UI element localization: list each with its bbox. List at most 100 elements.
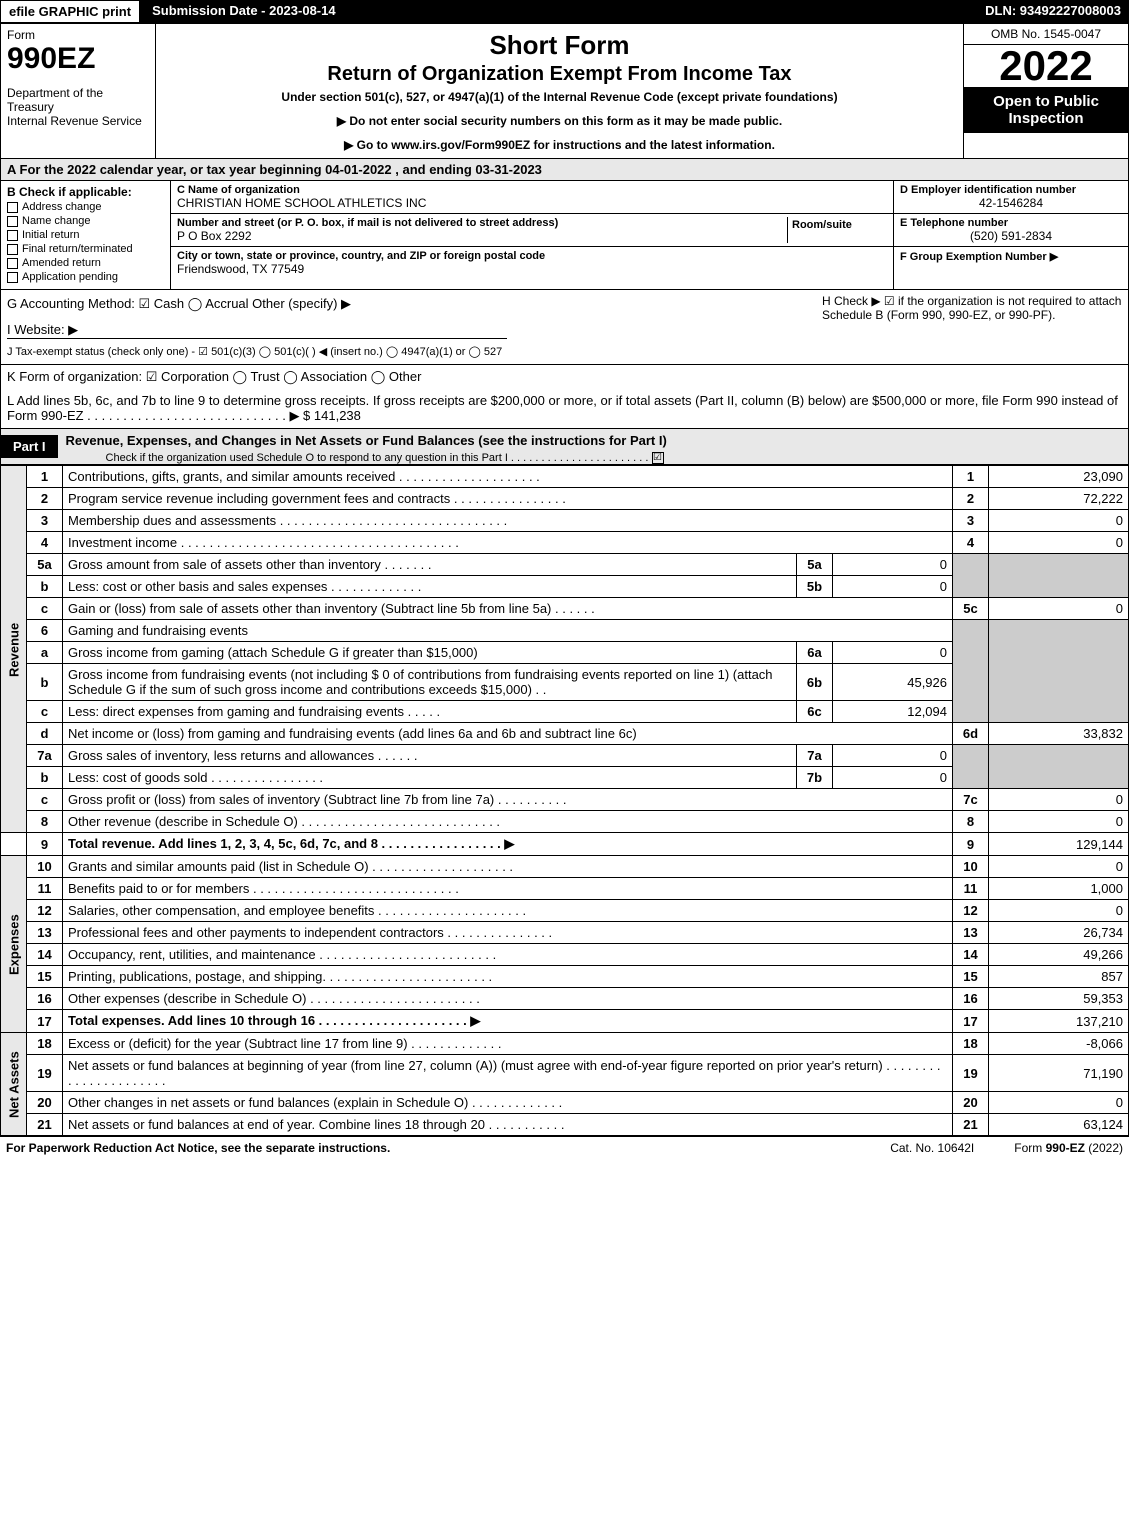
top-bar: efile GRAPHIC print Submission Date - 20… [0, 0, 1129, 23]
l5b-num: b [27, 576, 63, 598]
l2-val: 72,222 [989, 488, 1129, 510]
part1-subtitle: Check if the organization used Schedule … [58, 452, 1128, 464]
org-name: CHRISTIAN HOME SCHOOL ATHLETICS INC [177, 196, 887, 210]
l19-num: 19 [27, 1055, 63, 1092]
l10-desc: Grants and similar amounts paid (list in… [63, 856, 953, 878]
chk-amended-return[interactable]: Amended return [7, 257, 164, 269]
l8-rnum: 8 [953, 811, 989, 833]
l13-num: 13 [27, 922, 63, 944]
part1-table: Revenue 1 Contributions, gifts, grants, … [0, 465, 1129, 1136]
chk-name-change[interactable]: Name change [7, 215, 164, 227]
ein: 42-1546284 [900, 196, 1122, 210]
l7ab-gray-val [989, 745, 1129, 789]
room-label: Room/suite [792, 219, 852, 231]
c-street-label: Number and street (or P. O. box, if mail… [177, 217, 787, 229]
l5c-desc: Gain or (loss) from sale of assets other… [63, 598, 953, 620]
l6c-desc: Less: direct expenses from gaming and fu… [63, 701, 797, 723]
form-word: Form [7, 28, 149, 42]
l7b-subnum: 7b [797, 767, 833, 789]
l3-val: 0 [989, 510, 1129, 532]
org-street: P O Box 2292 [177, 229, 787, 243]
l16-desc: Other expenses (describe in Schedule O) … [63, 988, 953, 1010]
l5ab-gray [953, 554, 989, 598]
l6d-rnum: 6d [953, 723, 989, 745]
part1-checkbox[interactable]: ☑ [652, 452, 664, 464]
l5a-num: 5a [27, 554, 63, 576]
l4-num: 4 [27, 532, 63, 554]
l6b-subnum: 6b [797, 664, 833, 701]
l20-num: 20 [27, 1092, 63, 1114]
l3-rnum: 3 [953, 510, 989, 532]
l4-rnum: 4 [953, 532, 989, 554]
l21-desc: Net assets or fund balances at end of ye… [63, 1114, 953, 1136]
spacer [1, 833, 27, 856]
l6a-subval: 0 [833, 642, 953, 664]
l21-num: 21 [27, 1114, 63, 1136]
l12-val: 0 [989, 900, 1129, 922]
l8-num: 8 [27, 811, 63, 833]
l20-val: 0 [989, 1092, 1129, 1114]
l13-rnum: 13 [953, 922, 989, 944]
section-b: B Check if applicable: Address change Na… [1, 181, 171, 289]
l6b-num: b [27, 664, 63, 701]
line-k: K Form of organization: ☑ Corporation ◯ … [0, 365, 1129, 389]
l5c-val: 0 [989, 598, 1129, 620]
l6b-desc: Gross income from fundraising events (no… [63, 664, 797, 701]
l15-rnum: 15 [953, 966, 989, 988]
l7c-desc: Gross profit or (loss) from sales of inv… [63, 789, 953, 811]
l13-desc: Professional fees and other payments to … [63, 922, 953, 944]
form-number: 990EZ [7, 42, 149, 76]
l1-rnum: 1 [953, 466, 989, 488]
l6d-num: d [27, 723, 63, 745]
section-def: D Employer identification number 42-1546… [893, 181, 1128, 289]
l7c-val: 0 [989, 789, 1129, 811]
line-l: L Add lines 5b, 6c, and 7b to line 9 to … [0, 389, 1129, 429]
bcdef-block: B Check if applicable: Address change Na… [0, 181, 1129, 290]
l9-rnum: 9 [953, 833, 989, 856]
l6a-subnum: 6a [797, 642, 833, 664]
l19-rnum: 19 [953, 1055, 989, 1092]
line-h: H Check ▶ ☑ if the organization is not r… [822, 294, 1122, 322]
l6a-num: a [27, 642, 63, 664]
l7c-num: c [27, 789, 63, 811]
l6abc-gray [953, 620, 989, 723]
l7c-rnum: 7c [953, 789, 989, 811]
l9-val: 129,144 [989, 833, 1129, 856]
dln: DLN: 93492227008003 [977, 0, 1129, 23]
l18-val: -8,066 [989, 1033, 1129, 1055]
form-header: Form 990EZ Department of the Treasury In… [0, 23, 1129, 159]
l6c-subval: 12,094 [833, 701, 953, 723]
d-label: D Employer identification number [900, 184, 1122, 196]
l18-rnum: 18 [953, 1033, 989, 1055]
chk-application-pending[interactable]: Application pending [7, 271, 164, 283]
chk-final-return[interactable]: Final return/terminated [7, 243, 164, 255]
l7b-num: b [27, 767, 63, 789]
l17-desc: Total expenses. Add lines 10 through 16 … [63, 1010, 953, 1033]
line-a: A For the 2022 calendar year, or tax yea… [0, 159, 1129, 181]
l16-num: 16 [27, 988, 63, 1010]
l17-val: 137,210 [989, 1010, 1129, 1033]
part1-header: Part I Revenue, Expenses, and Changes in… [0, 429, 1129, 465]
year-block: OMB No. 1545-0047 2022 Open to Public In… [963, 24, 1128, 158]
l16-rnum: 16 [953, 988, 989, 1010]
l6c-num: c [27, 701, 63, 723]
efile-print[interactable]: efile GRAPHIC print [0, 0, 140, 23]
l20-desc: Other changes in net assets or fund bala… [63, 1092, 953, 1114]
l5b-subnum: 5b [797, 576, 833, 598]
l5c-num: c [27, 598, 63, 620]
l18-num: 18 [27, 1033, 63, 1055]
l9-num: 9 [27, 833, 63, 856]
l15-num: 15 [27, 966, 63, 988]
c-city-label: City or town, state or province, country… [177, 250, 887, 262]
chk-address-change[interactable]: Address change [7, 201, 164, 213]
l13-val: 26,734 [989, 922, 1129, 944]
l2-desc: Program service revenue including govern… [63, 488, 953, 510]
telephone: (520) 591-2834 [900, 229, 1122, 243]
footer-left: For Paperwork Reduction Act Notice, see … [6, 1141, 390, 1155]
page-footer: For Paperwork Reduction Act Notice, see … [0, 1136, 1129, 1159]
l5ab-gray-val [989, 554, 1129, 598]
l15-val: 857 [989, 966, 1129, 988]
warning-goto[interactable]: ▶ Go to www.irs.gov/Form990EZ for instru… [162, 138, 957, 152]
chk-initial-return[interactable]: Initial return [7, 229, 164, 241]
title-short-form: Short Form [162, 30, 957, 61]
